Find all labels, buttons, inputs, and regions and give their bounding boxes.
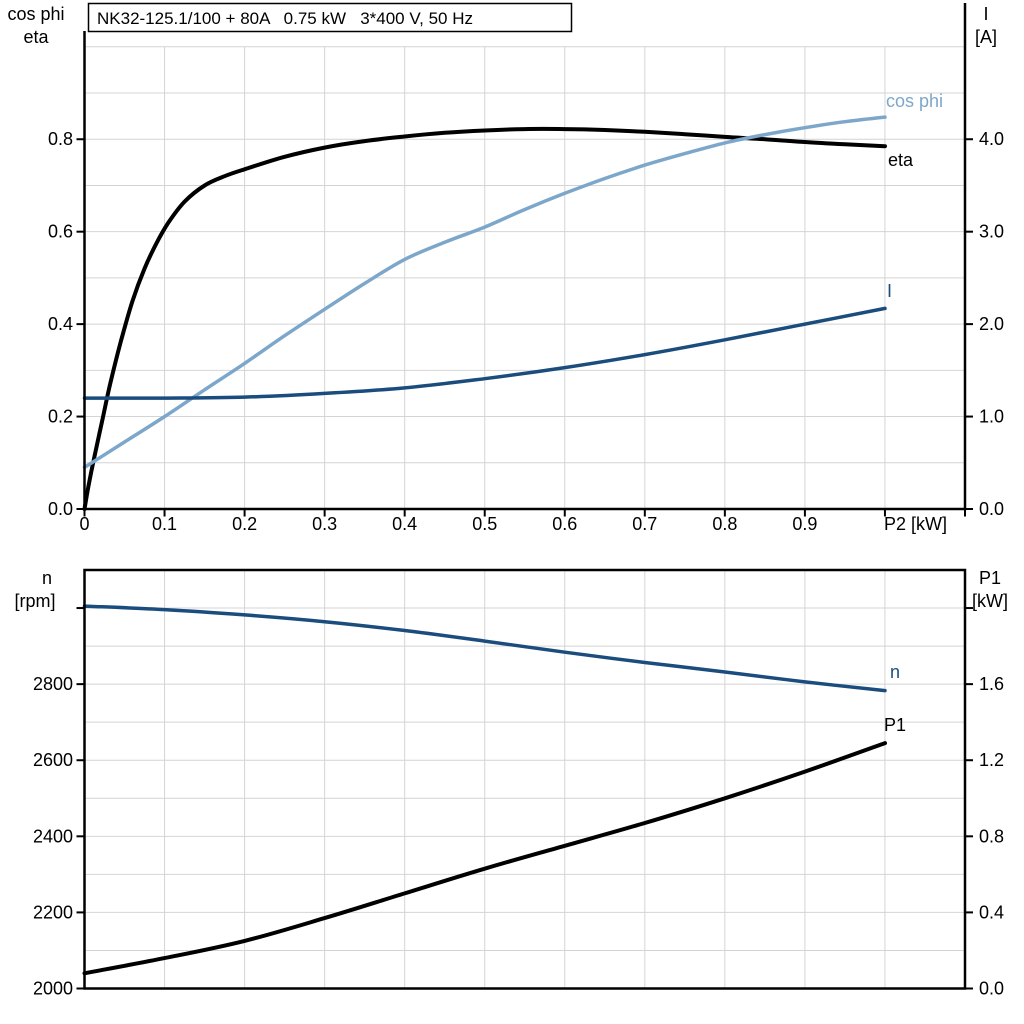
speed-curve — [82, 604, 887, 693]
top-right-tick-label: 3.0 — [979, 222, 1004, 242]
bottom-left-tick-label: 2200 — [33, 902, 73, 922]
axes — [83, 3, 967, 990]
top-right-tick-label: 2.0 — [979, 314, 1004, 334]
bottom-right-tick-label: 0.4 — [979, 902, 1004, 922]
cos-phi-curve — [82, 115, 887, 470]
top-right-tick-label: 1.0 — [979, 407, 1004, 427]
bottom-right-axis-label-line2: [kW] — [972, 591, 1008, 611]
bottom-right-tick-label: 1.6 — [979, 674, 1004, 694]
top-x-tick-label: 0.8 — [712, 514, 737, 534]
current-curve — [82, 306, 887, 400]
bottom-left-axis-label-line1: n — [42, 568, 52, 588]
bottom-left-axis-label-line2: [rpm] — [14, 591, 55, 611]
top-left-axis-label-line1: cos phi — [7, 4, 64, 24]
top-left-tick-label: 0.0 — [48, 499, 73, 519]
top-x-tick-label: 0.5 — [472, 514, 497, 534]
bottom-left-tick-label: 2800 — [33, 674, 73, 694]
top-left-tick-label: 0.2 — [48, 407, 73, 427]
top-left-axis-label-line2: eta — [23, 27, 49, 47]
bottom-left-tick-label: 2400 — [33, 826, 73, 846]
top-left-tick-label: 0.6 — [48, 222, 73, 242]
top-x-tick-label: 0.9 — [792, 514, 817, 534]
top-right-tick-label: 4.0 — [979, 129, 1004, 149]
top-x-tick-label: 0.3 — [312, 514, 337, 534]
chart-title: NK32-125.1/100 + 80A 0.75 kW 3*400 V, 50… — [97, 9, 473, 28]
bottom-left-tick-label: 2000 — [33, 979, 73, 999]
top-x-tick-label: 0.7 — [632, 514, 657, 534]
current-curve-label: I — [887, 281, 892, 301]
bottom-grid — [84, 570, 965, 989]
tick-labels: 0.0 0.2 0.4 0.6 0.8 0.0 1.0 2.0 3.0 4.0 0 0.1 0.2 0.3… — [33, 129, 1004, 998]
top-right-tick-label: 0.0 — [979, 499, 1004, 519]
speed-curve-label: n — [890, 662, 900, 682]
cos-phi-curve-label: cos phi — [886, 91, 943, 111]
top-left-tick-label: 0.8 — [48, 129, 73, 149]
eta-curve-label: eta — [888, 150, 914, 170]
top-right-axis-label-line1: I — [983, 4, 988, 24]
bottom-curves — [82, 604, 887, 976]
bottom-left-tick-label: 2600 — [33, 750, 73, 770]
top-x-tick-label: 0.1 — [152, 514, 177, 534]
bottom-right-tick-label: 0.0 — [979, 979, 1004, 999]
title-box: NK32-125.1/100 + 80A 0.75 kW 3*400 V, 50… — [87, 2, 573, 33]
top-curves — [82, 115, 887, 511]
bottom-right-tick-label: 0.8 — [979, 826, 1004, 846]
top-x-tick-label: 0.6 — [552, 514, 577, 534]
top-x-tick-label: 0.2 — [232, 514, 257, 534]
bottom-right-tick-label: 1.2 — [979, 750, 1004, 770]
top-left-tick-label: 0.4 — [48, 314, 73, 334]
top-right-axis-label-line2: [A] — [975, 27, 997, 47]
tick-marks — [76, 138, 973, 990]
top-x-tick-label: 0.4 — [392, 514, 417, 534]
eta-curve — [82, 126, 887, 511]
p1-curve — [82, 741, 887, 976]
top-x-axis-label: P2 [kW] — [884, 514, 947, 534]
p1-curve-label: P1 — [884, 715, 906, 735]
bottom-plot-frame — [83, 568, 967, 990]
title-box-border — [87, 2, 573, 33]
top-grid — [84, 46, 965, 509]
bottom-right-axis-label-line1: P1 — [979, 568, 1001, 588]
top-x-tick-label: 0 — [79, 514, 89, 534]
